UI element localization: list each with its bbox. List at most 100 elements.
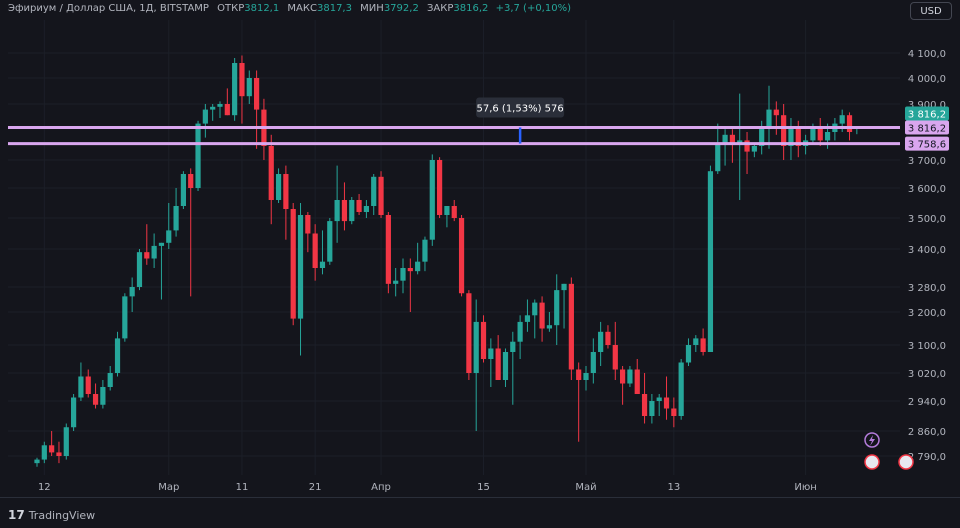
candle-body <box>707 171 714 352</box>
price-tag-label: 3 816,2 <box>908 123 946 134</box>
candle-body <box>532 302 538 316</box>
candle-body <box>458 218 465 294</box>
candle-body <box>415 261 421 272</box>
high-value: 3817,3 <box>316 3 352 14</box>
symbol-legend: Эфириум / Доллар США, 1Д, BITSTAMP ОТКР3… <box>8 3 571 14</box>
open-value: 3812,1 <box>244 3 280 14</box>
price-tick-label: 3 100,0 <box>908 341 946 352</box>
horizontal-levels <box>8 125 900 146</box>
candle-body <box>451 206 457 218</box>
price-tick-label: 3 700,0 <box>908 156 946 167</box>
candle-body <box>312 233 318 268</box>
candle-body <box>788 126 794 146</box>
time-tick-label: Май <box>575 482 596 493</box>
candle-body <box>34 459 40 464</box>
side-icons <box>864 432 914 470</box>
candle-body <box>773 109 779 116</box>
candle-body <box>224 104 230 116</box>
candle-body <box>217 104 223 107</box>
price-tick-label: 4 100,0 <box>908 49 946 60</box>
candle-body <box>363 206 369 212</box>
candle-body <box>129 287 135 297</box>
price-tick-label: 3 500,0 <box>908 214 946 225</box>
price-axis: 4 100,0 4 000,0 3 900,0 3 700,0 3 600,0 3 500… <box>908 49 946 463</box>
candle-body <box>349 200 355 222</box>
bottom-divider <box>0 497 960 498</box>
symbol-name[interactable]: Эфириум / Доллар США, 1Д, BITSTAMP <box>8 3 209 14</box>
candle-body <box>634 369 640 394</box>
us-flag-icon-2[interactable] <box>898 454 914 470</box>
candle-body <box>400 268 406 281</box>
candle-body <box>576 369 582 380</box>
candle-body <box>136 252 143 287</box>
price-tick-label: 3 400,0 <box>908 245 946 256</box>
candle-body <box>722 134 728 144</box>
candle-body <box>195 123 201 188</box>
candle-body <box>378 176 384 215</box>
candle-body <box>846 115 853 132</box>
candle-body <box>210 106 216 110</box>
candle-body <box>297 215 304 319</box>
candle-body <box>92 394 99 405</box>
lightning-icon[interactable] <box>864 432 880 448</box>
candle-body <box>700 338 706 352</box>
price-tick-label: 2 790,0 <box>908 452 946 463</box>
candle-body <box>158 242 165 246</box>
price-tick-label: 2 860,0 <box>908 427 946 438</box>
candle-body <box>649 401 655 416</box>
candle-body <box>641 394 648 416</box>
candle-body <box>246 78 252 97</box>
candle-body <box>275 174 282 200</box>
candle-body <box>407 268 413 272</box>
price-tick-label: 3 020,0 <box>908 369 946 380</box>
low-label: МИН <box>360 3 384 14</box>
time-tick-label: 15 <box>477 482 490 493</box>
currency-button[interactable]: USD <box>910 2 952 20</box>
candle-body <box>685 345 692 363</box>
price-tick-label: 2 940,0 <box>908 397 946 408</box>
candle-body <box>488 348 494 359</box>
price-tick-label: 3 600,0 <box>908 184 946 195</box>
price-tick-label: 3 200,0 <box>908 308 946 319</box>
candle-body <box>671 408 677 416</box>
candle-body <box>56 452 62 456</box>
lightning-bolt <box>869 435 875 446</box>
candle-body <box>41 445 47 460</box>
candle-body <box>151 245 157 259</box>
price-tags: 3 816,2 3 816,2 3 758,6 <box>905 106 949 151</box>
time-tick-label: Апр <box>371 482 391 493</box>
candle-body <box>166 230 172 243</box>
candle-body <box>502 352 509 380</box>
candle-body <box>656 397 662 401</box>
open-label: ОТКР <box>217 3 245 14</box>
candle-body <box>444 206 450 215</box>
candle-body <box>180 174 186 206</box>
us-flag-icon[interactable] <box>864 454 880 470</box>
candle-body <box>781 115 787 146</box>
candle-body <box>678 362 684 416</box>
candle-body <box>188 174 194 188</box>
candle-body <box>429 160 435 240</box>
candle-body <box>605 331 611 345</box>
candle-body <box>766 109 772 127</box>
candle-body <box>283 174 289 209</box>
candle-body <box>737 140 743 144</box>
level-price-tag <box>905 120 949 135</box>
candle-body <box>795 126 801 146</box>
candle-body <box>268 146 274 200</box>
candle-body <box>495 348 501 380</box>
branding[interactable]: 17 TradingView <box>8 508 95 522</box>
grid-lines <box>8 20 900 475</box>
candle-body <box>327 221 333 262</box>
price-tag-label: 3 816,2 <box>908 109 946 120</box>
candle-body <box>356 200 362 212</box>
candle-body <box>254 78 260 110</box>
candle-body <box>729 134 735 144</box>
measure-label: 57,6 (1,53%) 576 <box>476 103 563 114</box>
candle-body <box>173 206 179 231</box>
level-price-tag <box>905 136 949 151</box>
candle-body <box>85 376 91 394</box>
price-tick-label: 4 000,0 <box>908 74 946 85</box>
last-price-tag <box>905 106 949 121</box>
